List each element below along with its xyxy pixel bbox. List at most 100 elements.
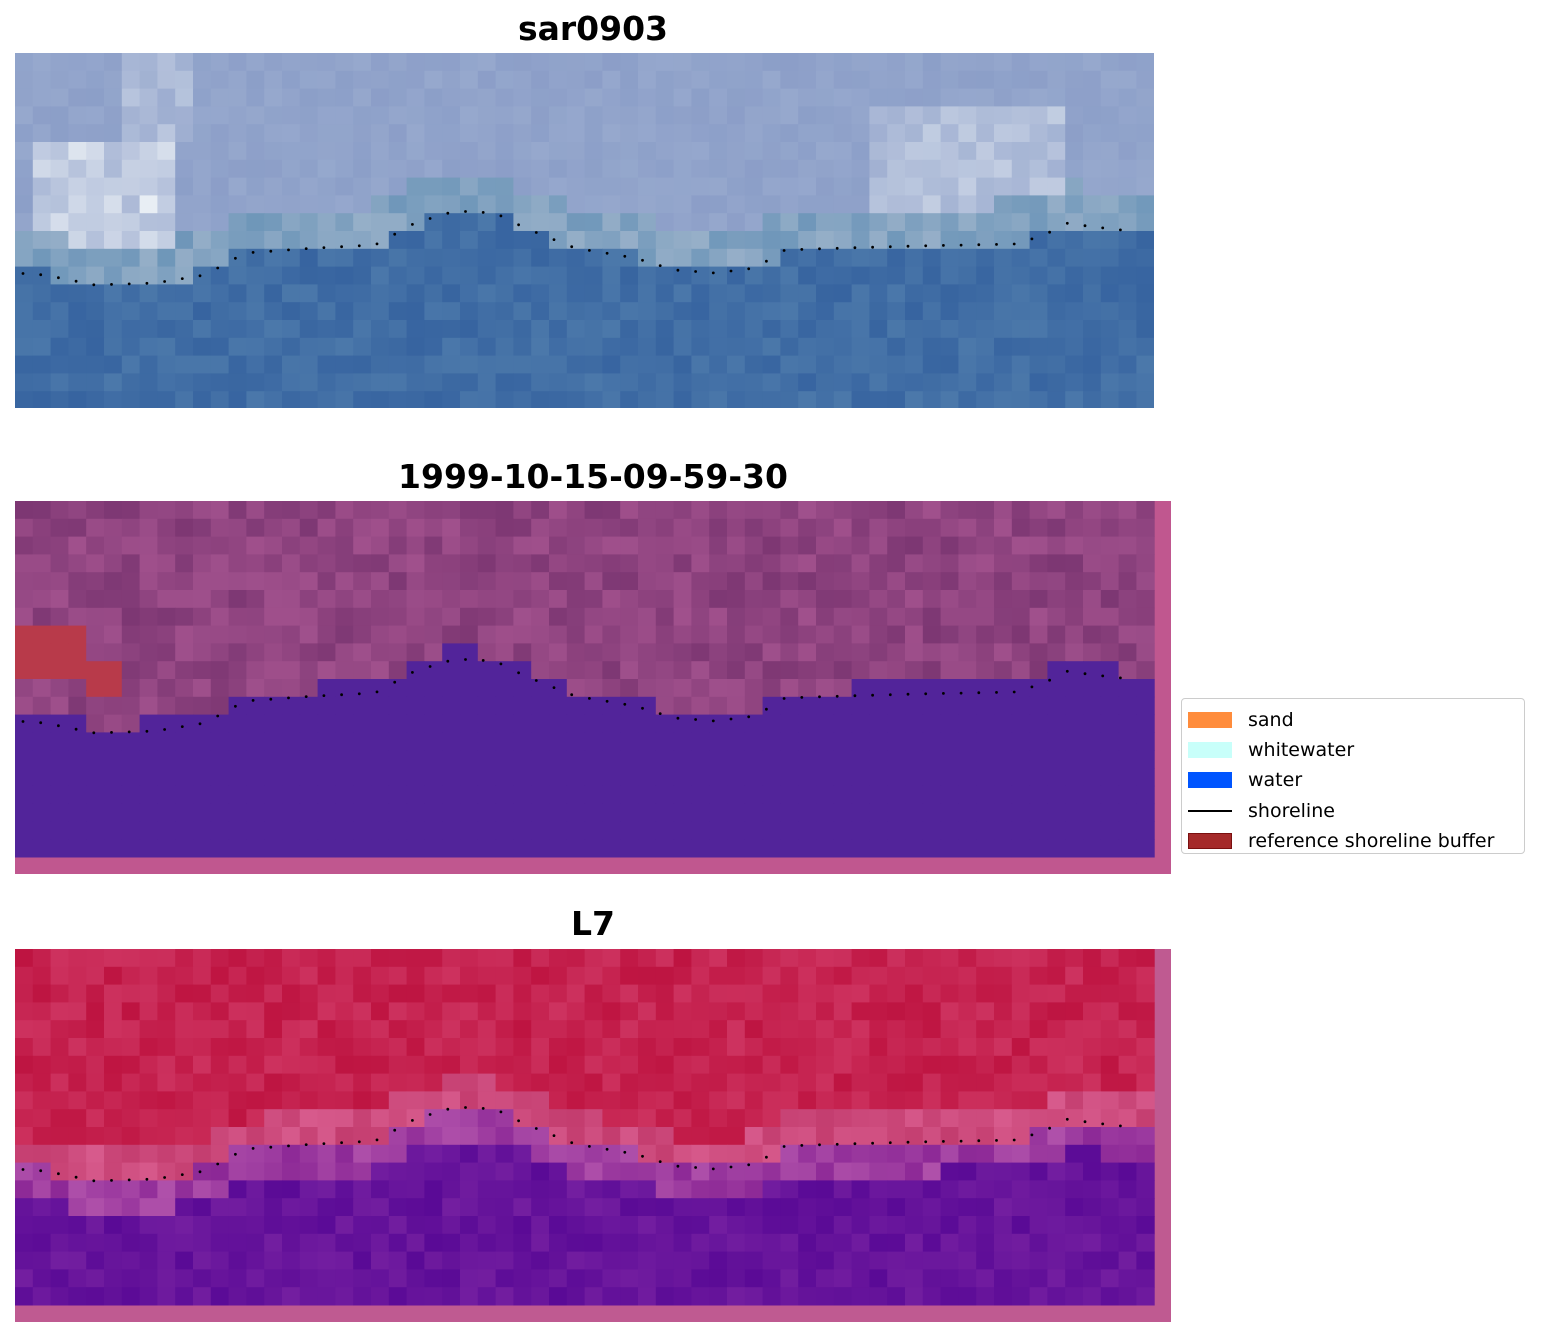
shoreline-point: [570, 693, 574, 697]
shoreline-point: [287, 696, 290, 700]
shoreline-point: [39, 1169, 43, 1173]
shoreline-point: [747, 267, 751, 271]
legend-label-water: water: [1248, 769, 1303, 792]
shoreline-point: [1101, 1122, 1105, 1126]
shoreline-point: [818, 1143, 821, 1147]
shoreline-point: [375, 690, 379, 694]
shoreline-point: [57, 276, 60, 280]
legend-label-shoreline: shoreline: [1248, 799, 1335, 822]
shoreline-point: [304, 695, 308, 698]
shoreline-line-sample: [1188, 809, 1232, 812]
shoreline-point: [375, 242, 379, 246]
shoreline-point: [782, 1145, 786, 1148]
shoreline-point: [676, 1164, 680, 1168]
shoreline-point: [959, 1139, 963, 1143]
shoreline-point: [729, 717, 733, 721]
legend-label-sand: sand: [1248, 709, 1294, 732]
shoreline-point: [818, 695, 821, 699]
shoreline-point: [287, 248, 290, 252]
shoreline-point: [127, 1178, 131, 1182]
shoreline-point: [216, 1162, 220, 1166]
shoreline-point: [534, 1127, 538, 1130]
shoreline-point: [340, 1141, 343, 1145]
shoreline-point: [1119, 1124, 1122, 1128]
shoreline-point: [871, 1141, 874, 1145]
shoreline-point: [977, 243, 981, 247]
legend: sand whitewater water shoreline referenc…: [1181, 698, 1525, 854]
shoreline-point: [74, 279, 78, 283]
shoreline-point: [357, 244, 361, 248]
shoreline-point: [605, 699, 609, 703]
shoreline-point: [21, 720, 25, 723]
shoreline-point: [888, 693, 892, 697]
rgb-image-panel: [15, 53, 1154, 408]
shoreline-point: [1048, 678, 1051, 682]
shoreline-point: [605, 1147, 609, 1151]
panel-title-rgb: sar0903: [517, 9, 669, 48]
legend-label-reference-buffer: reference shoreline buffer: [1248, 829, 1495, 852]
shoreline-point: [163, 728, 167, 731]
shoreline-point: [959, 691, 963, 695]
shoreline-point: [871, 693, 874, 697]
shoreline-point: [446, 1107, 450, 1111]
shoreline-point: [1083, 224, 1087, 228]
shoreline-point: [411, 671, 414, 674]
shoreline-point: [641, 1154, 644, 1158]
shoreline-point: [92, 283, 96, 287]
shoreline-point: [711, 271, 715, 275]
shoreline-dots: [21, 658, 1122, 735]
water-index-image: [15, 949, 1171, 1322]
shoreline-point: [428, 1113, 432, 1116]
shoreline-point: [481, 659, 485, 662]
shoreline-point: [74, 727, 78, 731]
shoreline-point: [145, 1177, 149, 1181]
shoreline-point: [57, 1172, 60, 1176]
shoreline-point: [21, 1168, 25, 1171]
shoreline-point: [853, 694, 857, 698]
shoreline-point: [517, 223, 520, 227]
shoreline-point: [570, 245, 574, 249]
shoreline-point: [393, 232, 397, 236]
index-image-panel: [15, 949, 1171, 1322]
shoreline-point: [800, 1144, 804, 1147]
shoreline-point: [588, 697, 591, 700]
legend-item-shoreline: shoreline: [1188, 796, 1524, 826]
whitewater-swatch: [1188, 742, 1232, 759]
shoreline-point: [251, 699, 255, 702]
shoreline-point: [588, 249, 591, 252]
shoreline-point: [234, 704, 237, 708]
shoreline-point: [481, 1107, 485, 1110]
shoreline-point: [499, 1110, 503, 1114]
shoreline-point: [765, 707, 768, 711]
shoreline-point: [534, 679, 538, 682]
shoreline-point: [605, 251, 609, 255]
shoreline-point: [1083, 672, 1087, 676]
shoreline-point: [74, 1175, 78, 1179]
classified-image: [15, 501, 1171, 874]
shoreline-point: [180, 277, 184, 280]
shoreline-point: [942, 244, 945, 247]
shoreline-point: [322, 694, 326, 697]
shoreline-point: [658, 264, 662, 267]
shoreline-point: [906, 1140, 910, 1144]
shoreline-point: [888, 245, 892, 249]
shoreline-point: [428, 217, 432, 220]
legend-item-water: water: [1188, 765, 1524, 795]
shoreline-point: [995, 1139, 998, 1142]
shoreline-point: [1012, 242, 1016, 246]
shoreline-point: [21, 272, 25, 275]
shoreline-point: [995, 691, 998, 694]
shoreline-point: [110, 283, 113, 286]
shoreline-point: [818, 247, 821, 251]
shoreline-point: [163, 1176, 167, 1179]
shoreline-point: [357, 1140, 361, 1144]
shoreline-point: [800, 696, 804, 699]
shoreline-point: [216, 714, 220, 718]
shoreline-point: [92, 1179, 96, 1183]
shoreline-point: [287, 1144, 290, 1148]
shoreline-point: [552, 1134, 556, 1137]
sand-swatch: [1188, 712, 1232, 729]
shoreline-point: [499, 214, 503, 218]
shoreline-point: [517, 671, 520, 675]
shoreline-point: [145, 729, 149, 733]
